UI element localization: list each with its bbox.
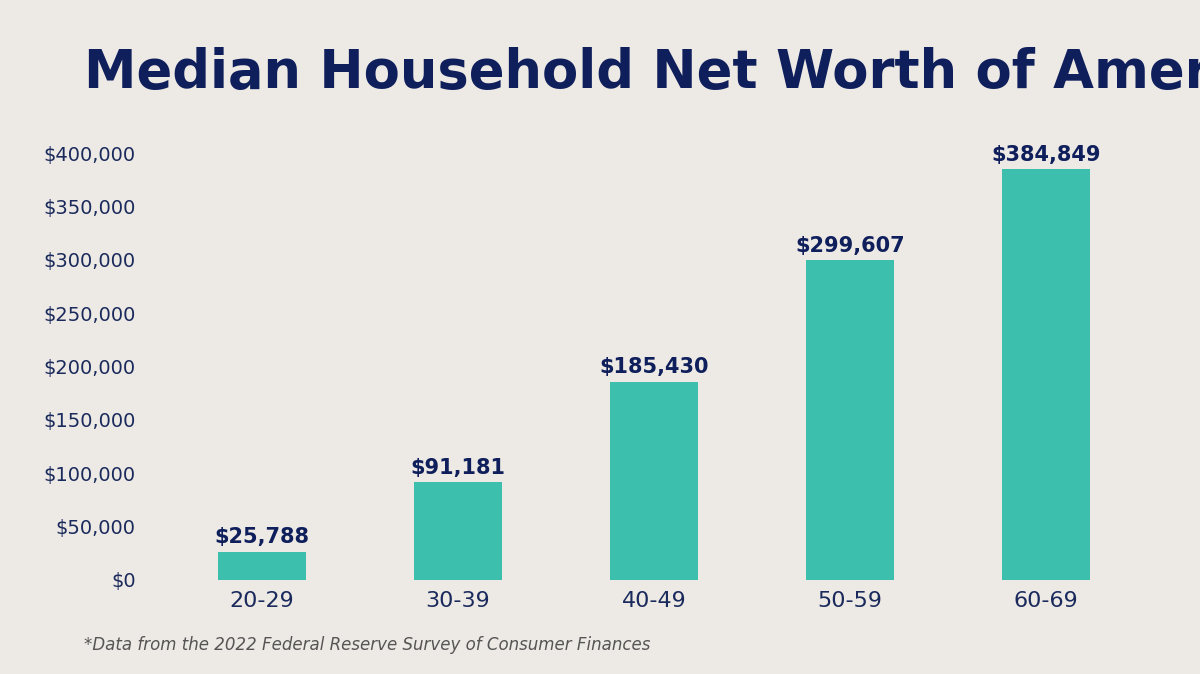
- Text: $185,430: $185,430: [599, 357, 709, 377]
- Text: $25,788: $25,788: [214, 527, 310, 547]
- Text: $384,849: $384,849: [991, 145, 1102, 164]
- Bar: [806, 260, 894, 580]
- Text: Median Household Net Worth of Americans: Median Household Net Worth of Americans: [84, 47, 1200, 99]
- Bar: [610, 382, 698, 580]
- Bar: [414, 483, 502, 580]
- Bar: [1002, 169, 1091, 580]
- Text: *Data from the 2022 Federal Reserve Survey of Consumer Finances: *Data from the 2022 Federal Reserve Surv…: [84, 636, 650, 654]
- Bar: [217, 552, 306, 580]
- Text: $91,181: $91,181: [410, 458, 505, 478]
- Text: $299,607: $299,607: [796, 235, 905, 255]
